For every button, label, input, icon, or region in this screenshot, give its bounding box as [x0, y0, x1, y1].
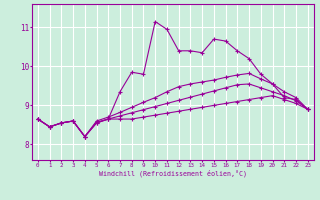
- X-axis label: Windchill (Refroidissement éolien,°C): Windchill (Refroidissement éolien,°C): [99, 169, 247, 177]
